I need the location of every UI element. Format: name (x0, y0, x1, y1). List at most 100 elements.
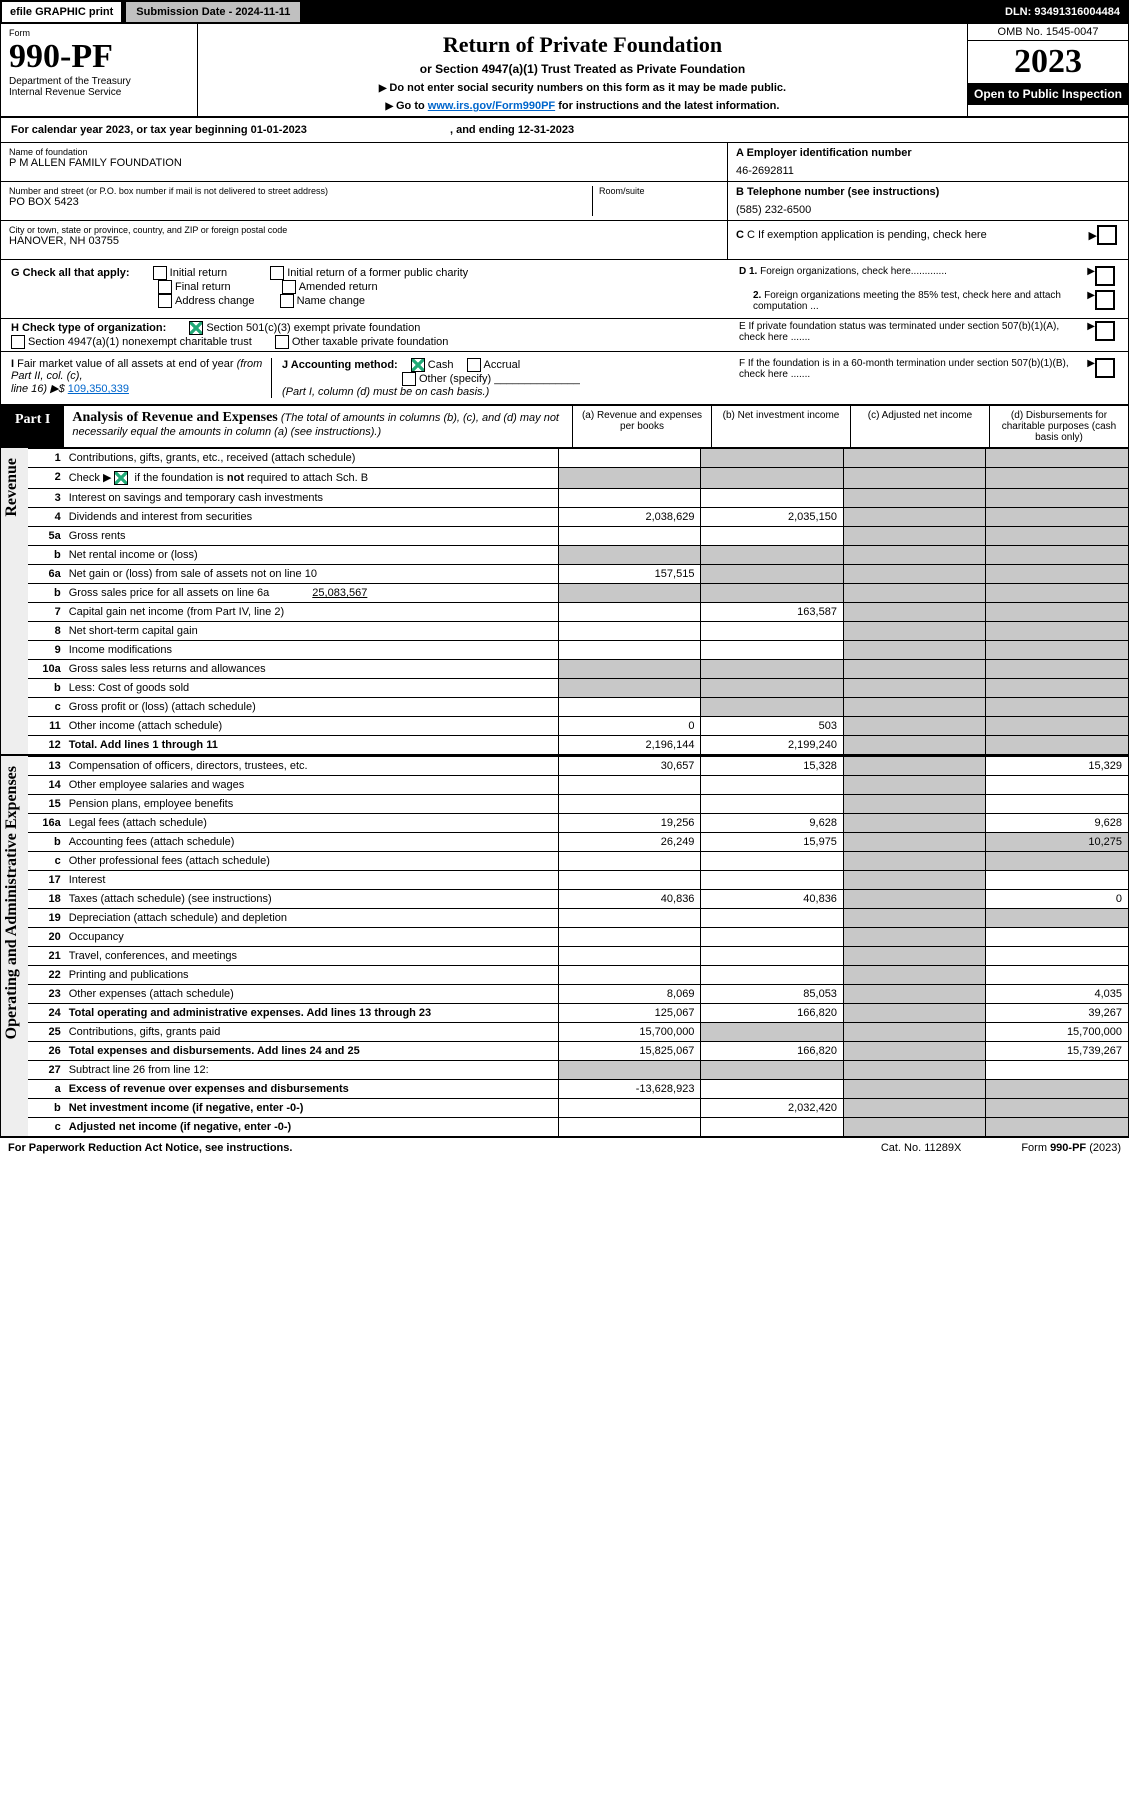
table-row: 16a Legal fees (attach schedule) 19,256 … (28, 814, 1128, 833)
other-taxable-checkbox[interactable] (275, 335, 289, 349)
accrual-checkbox[interactable] (467, 358, 481, 372)
entity-section: Name of foundation P M ALLEN FAMILY FOUN… (1, 143, 1128, 260)
g-o1: Initial return (170, 267, 227, 279)
table-row: 12 Total. Add lines 1 through 11 2,196,1… (28, 736, 1128, 755)
j-accrual: Accrual (484, 359, 521, 371)
g-o3: Address change (175, 295, 255, 307)
cal-end: , and ending 12-31-2023 (450, 124, 574, 136)
g-o4: Initial return of a former public charit… (287, 267, 468, 279)
table-row: 3 Interest on savings and temporary cash… (28, 489, 1128, 508)
f-label: F If the foundation is in a 60-month ter… (739, 358, 1087, 380)
h-label: H Check type of organization: (11, 322, 166, 334)
revenue-label: Revenue (1, 448, 23, 527)
phone-label: B Telephone number (see instructions) (736, 186, 1120, 198)
fmv-value: 109,350,339 (68, 383, 129, 395)
amended-checkbox[interactable] (282, 280, 296, 294)
table-row: 27 Subtract line 26 from line 12: (28, 1061, 1128, 1080)
form-word: Form (9, 28, 189, 38)
exemption-checkbox[interactable] (1097, 225, 1117, 245)
part1-header: Part I Analysis of Revenue and Expenses … (1, 404, 1128, 448)
4947-checkbox[interactable] (11, 335, 25, 349)
table-row: 5a Gross rents (28, 527, 1128, 546)
col-c-hdr: (c) Adjusted net income (850, 406, 989, 447)
form-container: efile GRAPHIC print Submission Date - 20… (0, 0, 1129, 1137)
irs-label: Internal Revenue Service (9, 87, 189, 98)
table-row: 21 Travel, conferences, and meetings (28, 947, 1128, 966)
f-checkbox[interactable] (1095, 358, 1115, 378)
expenses-table: 13 Compensation of officers, directors, … (28, 756, 1128, 1136)
part1-title: Analysis of Revenue and Expenses (72, 410, 277, 425)
part1-tag: Part I (1, 406, 64, 447)
table-row: 23 Other expenses (attach schedule) 8,06… (28, 985, 1128, 1004)
d2-checkbox[interactable] (1095, 290, 1115, 310)
table-row: b Net investment income (if negative, en… (28, 1099, 1128, 1118)
g-o5: Amended return (299, 281, 378, 293)
table-row: 20 Occupancy (28, 928, 1128, 947)
form990pf-link[interactable]: www.irs.gov/Form990PF (428, 100, 555, 112)
ssn-warning: Do not enter social security numbers on … (208, 82, 957, 94)
street-address: PO BOX 5423 (9, 196, 592, 208)
table-row: a Excess of revenue over expenses and di… (28, 1080, 1128, 1099)
former-charity-checkbox[interactable] (270, 266, 284, 280)
table-row: c Gross profit or (loss) (attach schedul… (28, 698, 1128, 717)
form-subtitle: or Section 4947(a)(1) Trust Treated as P… (208, 62, 957, 76)
e-checkbox[interactable] (1095, 321, 1115, 341)
col-d-hdr: (d) Disbursements for charitable purpose… (989, 406, 1128, 447)
cat-no: Cat. No. 11289X (881, 1142, 962, 1154)
open-public: Open to Public Inspection (968, 83, 1128, 105)
expenses-section: Operating and Administrative Expenses 13… (1, 754, 1128, 1136)
other-method-checkbox[interactable] (402, 372, 416, 386)
table-row: 22 Printing and publications (28, 966, 1128, 985)
submission-date: Submission Date - 2024-11-11 (126, 2, 300, 22)
table-row: 6a Net gain or (loss) from sale of asset… (28, 565, 1128, 584)
h-o2: Section 4947(a)(1) nonexempt charitable … (28, 336, 252, 348)
table-row: 18 Taxes (attach schedule) (see instruct… (28, 890, 1128, 909)
addr-label: Number and street (or P.O. box number if… (9, 186, 592, 196)
table-row: b Less: Cost of goods sold (28, 679, 1128, 698)
table-row: b Accounting fees (attach schedule) 26,2… (28, 833, 1128, 852)
table-row: 7 Capital gain net income (from Part IV,… (28, 603, 1128, 622)
exemption-pending-label: C C If exemption application is pending,… (736, 229, 1089, 241)
g-o2: Final return (175, 281, 231, 293)
g-label: G Check all that apply: (11, 267, 130, 279)
city-label: City or town, state or province, country… (9, 225, 719, 235)
table-row: 11 Other income (attach schedule) 0 503 (28, 717, 1128, 736)
cash-checkbox[interactable] (411, 358, 425, 372)
efile-button[interactable]: efile GRAPHIC print (1, 1, 122, 23)
h-o1: Section 501(c)(3) exempt private foundat… (206, 322, 420, 334)
j-cash: Cash (428, 359, 454, 371)
name-change-checkbox[interactable] (280, 294, 294, 308)
omb-number: OMB No. 1545-0047 (968, 24, 1128, 41)
j-label: J Accounting method: (282, 359, 398, 371)
dept-treasury: Department of the Treasury (9, 76, 189, 87)
table-row: 1 Contributions, gifts, grants, etc., re… (28, 449, 1128, 468)
section-h-e: H Check type of organization: Section 50… (1, 319, 1128, 352)
tax-year: 2023 (968, 41, 1128, 83)
d1-checkbox[interactable] (1095, 266, 1115, 286)
paperwork-notice: For Paperwork Reduction Act Notice, see … (8, 1142, 292, 1154)
ein-label: A Employer identification number (736, 147, 1120, 159)
phone-value: (585) 232-6500 (736, 198, 1120, 216)
initial-return-checkbox[interactable] (153, 266, 167, 280)
table-row: 2 Check ▶ if the foundation is not requi… (28, 468, 1128, 489)
table-row: 10a Gross sales less returns and allowan… (28, 660, 1128, 679)
table-row: 19 Depreciation (attach schedule) and de… (28, 909, 1128, 928)
dln: DLN: 93491316004484 (997, 2, 1128, 22)
form-ref: Form 990-PF (2023) (1021, 1142, 1121, 1154)
goto-post: for instructions and the latest informat… (558, 100, 779, 112)
col-b-hdr: (b) Net investment income (711, 406, 850, 447)
table-row: b Net rental income or (loss) (28, 546, 1128, 565)
c-text: C If exemption application is pending, c… (747, 229, 987, 241)
table-row: c Adjusted net income (if negative, ente… (28, 1118, 1128, 1137)
top-bar: efile GRAPHIC print Submission Date - 20… (1, 1, 1128, 24)
page-footer: For Paperwork Reduction Act Notice, see … (0, 1137, 1129, 1158)
501c3-checkbox[interactable] (189, 321, 203, 335)
table-row: c Other professional fees (attach schedu… (28, 852, 1128, 871)
revenue-table: 1 Contributions, gifts, grants, etc., re… (28, 448, 1128, 754)
e-label: E If private foundation status was termi… (739, 321, 1087, 343)
final-return-checkbox[interactable] (158, 280, 172, 294)
calendar-year-row: For calendar year 2023, or tax year begi… (1, 118, 1128, 143)
revenue-section: Revenue 1 Contributions, gifts, grants, … (1, 448, 1128, 754)
table-row: 25 Contributions, gifts, grants paid 15,… (28, 1023, 1128, 1042)
addr-change-checkbox[interactable] (158, 294, 172, 308)
